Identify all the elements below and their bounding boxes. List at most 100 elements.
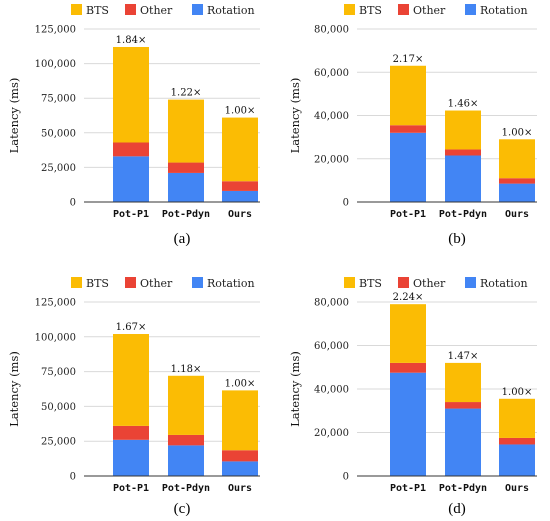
y-tick-label: 40,000: [314, 111, 349, 122]
x-tick-label: Pot-P1: [390, 483, 426, 494]
bar-rotation-pot-pdyn: [445, 155, 481, 202]
bar-rotation-pot-pdyn: [445, 408, 481, 476]
panel-label: (b): [448, 231, 466, 247]
bar-rotation-pot-pdyn: [168, 445, 204, 476]
y-tick-label: 125,000: [35, 25, 76, 36]
y-tick-label: 50,000: [41, 128, 76, 139]
y-tick-label: 75,000: [41, 367, 76, 378]
bar-bts-ours: [499, 139, 535, 179]
bar-total-label: 2.17×: [393, 54, 424, 65]
bar-total-label: 1.47×: [448, 351, 479, 362]
bar-other-pot-p1: [390, 362, 426, 373]
legend-label-rotation: Rotation: [480, 4, 528, 17]
legend: BTS Other Rotation: [344, 4, 528, 17]
bar-other-ours: [499, 437, 535, 445]
y-axis-title: Latency (ms): [288, 78, 302, 154]
y-axis-title: Latency (ms): [7, 351, 21, 427]
legend-label-bts: BTS: [359, 4, 382, 17]
bar-rotation-ours: [499, 444, 535, 476]
bar-total-label: 1.18×: [171, 364, 202, 375]
y-tick-label: 50,000: [41, 402, 76, 413]
x-tick-label: Pot-Pdyn: [162, 209, 210, 220]
bar-total-label: 1.00×: [225, 378, 256, 389]
legend-label-other: Other: [140, 4, 173, 17]
legend-swatch-bts: [71, 4, 82, 15]
bar-bts-ours: [222, 117, 258, 182]
legend-label-rotation: Rotation: [207, 4, 255, 17]
y-tick-label: 0: [343, 472, 349, 483]
bar-other-pot-pdyn: [445, 402, 481, 409]
legend-swatch-rotation: [465, 277, 476, 288]
x-tick-label: Ours: [228, 483, 252, 494]
y-tick-label: 0: [70, 472, 76, 483]
x-tick-label: Pot-Pdyn: [439, 209, 487, 220]
panel-label: (d): [448, 501, 466, 517]
bar-bts-ours: [222, 390, 258, 451]
bar-bts-pot-p1: [113, 46, 149, 143]
y-tick-label: 60,000: [314, 68, 349, 79]
legend-swatch-rotation: [192, 4, 203, 15]
bar-other-pot-pdyn: [445, 149, 481, 156]
legend: BTS Other Rotation: [71, 4, 255, 17]
bar-other-pot-pdyn: [168, 162, 204, 173]
y-tick-label: 100,000: [35, 59, 76, 70]
bar-rotation-pot-pdyn: [168, 172, 204, 202]
bar-rotation-ours: [222, 461, 258, 476]
bar-total-label: 1.00×: [225, 106, 256, 117]
legend-label-bts: BTS: [359, 277, 382, 290]
bar-bts-pot-pdyn: [445, 362, 481, 403]
x-tick-label: Pot-Pdyn: [162, 483, 210, 494]
legend-label-bts: BTS: [86, 277, 109, 290]
bar-other-ours: [222, 450, 258, 462]
chart-panel-1: BTS Other Rotation 0 25,000 50,000 75,000 100,0…: [7, 4, 260, 247]
bar-total-label: 1.67×: [116, 322, 147, 333]
bar-bts-pot-pdyn: [168, 99, 204, 163]
y-axis-title: Latency (ms): [7, 78, 21, 154]
x-tick-label: Pot-P1: [113, 209, 149, 220]
x-tick-label: Pot-P1: [113, 483, 149, 494]
y-tick-label: 125,000: [35, 298, 76, 309]
chart-panel-3: BTS Other Rotation 0 25,000 50,000 75,000 100,0…: [7, 277, 260, 517]
bar-rotation-pot-p1: [390, 372, 426, 476]
legend-label-other: Other: [140, 277, 173, 290]
y-tick-label: 20,000: [314, 428, 349, 439]
bar-total-label: 1.00×: [502, 127, 533, 138]
bar-total-label: 1.46×: [448, 99, 479, 110]
y-tick-label: 75,000: [41, 94, 76, 105]
y-axis-title: Latency (ms): [288, 351, 302, 427]
bar-other-pot-pdyn: [168, 434, 204, 446]
legend-swatch-bts: [71, 277, 82, 288]
bar-rotation-pot-p1: [113, 439, 149, 476]
legend-label-other: Other: [413, 4, 446, 17]
bar-other-pot-p1: [390, 125, 426, 133]
bar-bts-pot-p1: [390, 65, 426, 126]
legend-label-other: Other: [413, 277, 446, 290]
y-tick-label: 0: [343, 198, 349, 209]
bar-rotation-pot-p1: [113, 156, 149, 202]
bar-other-ours: [499, 178, 535, 184]
bar-other-pot-p1: [113, 142, 149, 157]
legend-swatch-other: [398, 4, 409, 15]
legend-swatch-rotation: [465, 4, 476, 15]
bar-bts-pot-pdyn: [168, 375, 204, 435]
bar-bts-ours: [499, 398, 535, 438]
bar-rotation-ours: [222, 190, 258, 202]
chart-panel-4: BTS Other Rotation 0 20,000 40,000 60,000 80,00…: [288, 277, 537, 517]
legend-label-bts: BTS: [86, 4, 109, 17]
chart-panel-2: BTS Other Rotation 0 20,000 40,000 60,000 80,00…: [288, 4, 537, 247]
panel-label: (c): [174, 501, 191, 517]
panel-label: (a): [174, 231, 191, 247]
y-tick-label: 0: [70, 198, 76, 209]
bar-total-label: 1.84×: [116, 35, 147, 46]
x-tick-label: Ours: [505, 483, 529, 494]
bar-bts-pot-p1: [390, 304, 426, 363]
legend-swatch-bts: [344, 4, 355, 15]
y-tick-label: 80,000: [314, 298, 349, 309]
bar-total-label: 2.24×: [393, 292, 424, 303]
bar-other-ours: [222, 181, 258, 191]
y-tick-label: 80,000: [314, 25, 349, 36]
legend-label-rotation: Rotation: [480, 277, 528, 290]
bar-other-pot-p1: [113, 425, 149, 440]
x-tick-label: Pot-Pdyn: [439, 483, 487, 494]
